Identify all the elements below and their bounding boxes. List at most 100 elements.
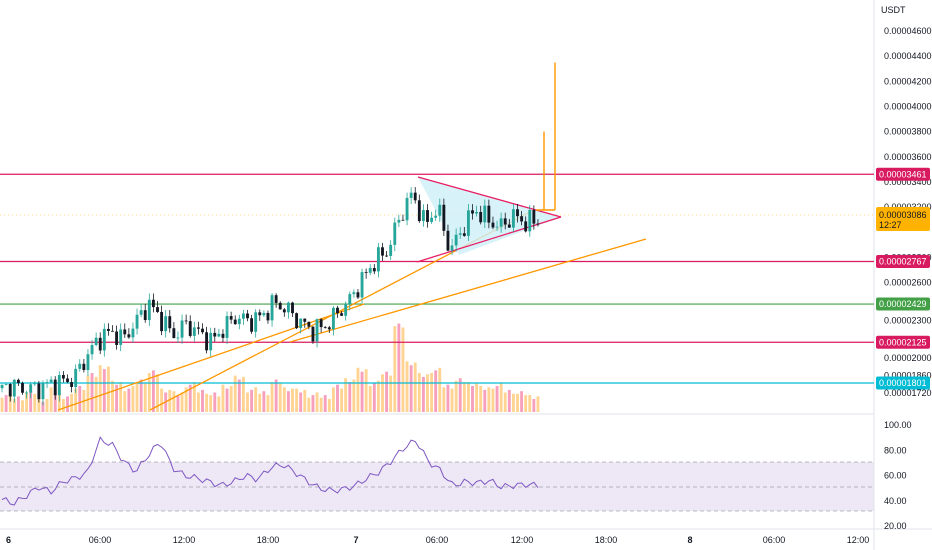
- volume-bar: [491, 388, 495, 412]
- volume-bar: [466, 382, 470, 412]
- volume-bar: [507, 389, 511, 412]
- candle-body: [495, 226, 499, 228]
- breakout-wicks: [536, 62, 556, 211]
- candle-body: [291, 302, 294, 314]
- candle-body: [360, 272, 364, 298]
- horizontal-levels: [0, 173, 874, 384]
- candle-body: [421, 210, 425, 222]
- volume-bar: [421, 376, 425, 412]
- candle-body: [352, 292, 356, 295]
- candle-body: [340, 313, 344, 316]
- volume-bar: [364, 369, 368, 412]
- rsi-tick: 40.00: [884, 496, 907, 506]
- candle-body: [442, 204, 446, 231]
- level-tag: [876, 376, 930, 390]
- rsi-tick: 100.00: [884, 420, 912, 430]
- candle-body: [172, 328, 176, 339]
- volume-bar: [33, 393, 37, 412]
- volume-bar: [29, 389, 33, 412]
- candle-body: [438, 204, 442, 216]
- candle-body: [25, 392, 29, 394]
- candle-body: [135, 314, 139, 329]
- candle-body: [94, 337, 98, 346]
- candle-body: [233, 319, 237, 325]
- candle-body: [364, 272, 368, 273]
- candle-body: [376, 247, 380, 272]
- volume-bar: [66, 396, 69, 412]
- candle-body: [278, 302, 282, 310]
- volume-bar: [225, 388, 229, 412]
- volume-bar: [102, 369, 106, 412]
- volume-bar: [70, 393, 74, 412]
- volume-bar: [511, 393, 515, 412]
- volume-bar: [397, 323, 401, 412]
- level-tag-value: 0.00002767: [879, 257, 927, 267]
- volume-bar: [278, 383, 282, 412]
- volume-bar: [25, 392, 29, 412]
- candle-body: [499, 218, 503, 227]
- candle-body: [491, 222, 495, 228]
- candle-body: [213, 332, 217, 337]
- price-tick: 0.00001860: [884, 371, 932, 381]
- candle-body: [184, 320, 188, 322]
- candle-body: [385, 255, 389, 257]
- time-tick: 12:00: [847, 535, 870, 545]
- volume-bar: [192, 382, 196, 412]
- candle-body: [479, 211, 483, 223]
- volume-bar: [442, 387, 446, 412]
- rsi-tick: 80.00: [884, 445, 907, 455]
- candle-body: [274, 295, 278, 303]
- candle-body: [331, 307, 335, 330]
- candle-body: [327, 327, 331, 330]
- price-tick: 0.00003800: [884, 127, 932, 137]
- volume-bar: [299, 392, 303, 412]
- volume-bar: [536, 396, 540, 412]
- candle-body: [393, 222, 397, 245]
- candle-body: [241, 313, 245, 319]
- candle-body: [127, 334, 131, 338]
- volume-bar: [258, 393, 262, 412]
- volume-bar: [344, 378, 348, 412]
- volume-bar: [229, 386, 233, 412]
- candle-body: [389, 244, 393, 256]
- price-tags: 0.00003461 0.00002767 0.00002429 0.00002125…: [876, 167, 930, 390]
- volume-bar: [160, 388, 164, 412]
- volume-bar: [389, 375, 393, 412]
- volume-bar: [438, 367, 442, 412]
- time-tick: 06:00: [763, 535, 786, 545]
- candle-body: [307, 321, 311, 327]
- level-tag: [876, 167, 930, 181]
- candle-body: [299, 318, 303, 329]
- volume-bar: [131, 386, 135, 412]
- time-tick: 18:00: [257, 535, 280, 545]
- volume-bar: [393, 326, 397, 412]
- candle-body: [286, 302, 290, 313]
- candle-body: [487, 205, 491, 223]
- candle-body: [82, 363, 86, 371]
- level-tag-value: 0.00002125: [879, 337, 927, 347]
- volume-bar: [262, 391, 266, 412]
- volume-bar: [156, 374, 159, 412]
- volume-bar: [503, 392, 507, 412]
- volume-bar: [516, 393, 519, 412]
- volume-bar: [201, 389, 204, 412]
- candle-body: [45, 382, 49, 384]
- volume-bar: [270, 382, 274, 412]
- candle-body: [147, 299, 151, 321]
- volume-bar: [319, 397, 323, 412]
- candle-body: [188, 321, 192, 336]
- candle-body: [102, 328, 106, 351]
- price-tick: 0.00002600: [884, 278, 932, 288]
- candle-body: [201, 328, 204, 333]
- volume-bar: [295, 388, 299, 412]
- volume-bar: [315, 392, 319, 412]
- volume-bar: [475, 383, 479, 412]
- candle-body: [16, 379, 20, 384]
- candle-body: [225, 316, 229, 338]
- candle-body: [413, 192, 417, 201]
- candle-body: [176, 337, 180, 339]
- candle-body: [131, 328, 135, 338]
- volume-bar: [209, 395, 213, 412]
